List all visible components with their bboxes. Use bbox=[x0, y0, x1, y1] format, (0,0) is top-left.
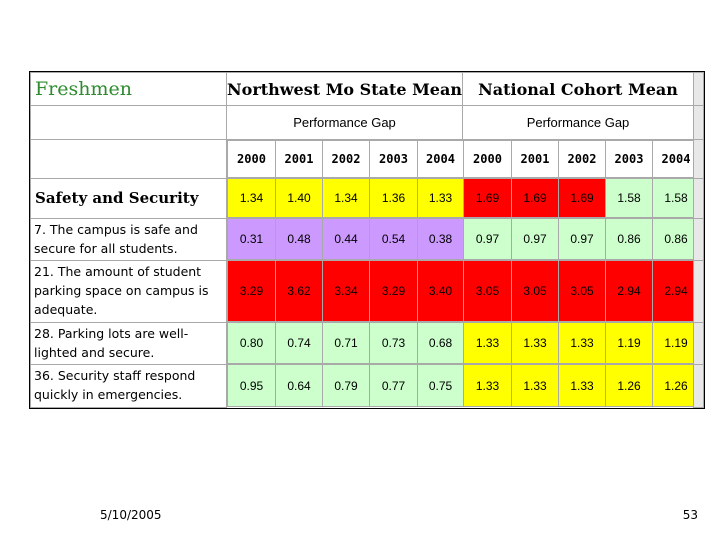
value-cell: 0.79 bbox=[322, 364, 370, 407]
value-cell: 1.33 bbox=[463, 364, 512, 407]
value-cell: 1.69 bbox=[511, 178, 559, 218]
value-cell: 0.48 bbox=[275, 218, 323, 260]
value-cell: 1.33 bbox=[558, 364, 606, 407]
right-padding bbox=[693, 363, 704, 408]
value-cell: 0.77 bbox=[369, 364, 418, 407]
value-cell: 2.94 bbox=[652, 260, 694, 322]
value-cell: 1.58 bbox=[605, 178, 653, 218]
item-label: 36. Security staff respond quickly in em… bbox=[30, 363, 227, 408]
value-cell: 0.44 bbox=[322, 218, 370, 260]
value-cell: 3.29 bbox=[369, 260, 418, 322]
empty-label-cell bbox=[30, 139, 227, 179]
value-cell: 1.33 bbox=[558, 322, 606, 364]
header-row-gap: Performance Gap Performance Gap bbox=[30, 105, 704, 140]
right-padding bbox=[693, 72, 704, 106]
year-header: 2001 bbox=[275, 140, 323, 178]
value-cell: 0.97 bbox=[463, 218, 512, 260]
year-header: 2004 bbox=[417, 140, 464, 178]
right-padding bbox=[693, 105, 704, 140]
value-cell: 1.69 bbox=[558, 178, 606, 218]
value-cell: 0.86 bbox=[652, 218, 694, 260]
value-cell: 1.19 bbox=[605, 322, 653, 364]
value-cell: 1.58 bbox=[652, 178, 694, 218]
year-header: 2004 bbox=[652, 140, 694, 178]
value-cell: 0.95 bbox=[227, 364, 276, 407]
value-cell: 1.33 bbox=[511, 322, 559, 364]
year-header: 2002 bbox=[322, 140, 370, 178]
value-cell: 1.40 bbox=[275, 178, 323, 218]
value-cell: 0.74 bbox=[275, 322, 323, 364]
value-cell: 1.34 bbox=[322, 178, 370, 218]
value-cell: 0.75 bbox=[417, 364, 464, 407]
year-header: 2003 bbox=[605, 140, 653, 178]
group-header-national: National Cohort Mean bbox=[462, 72, 694, 106]
year-header: 2002 bbox=[558, 140, 606, 178]
value-cell: 0.86 bbox=[605, 218, 653, 260]
item-label: 7. The campus is safe and secure for all… bbox=[30, 217, 227, 261]
right-padding bbox=[693, 217, 704, 261]
value-cell: 3.40 bbox=[417, 260, 464, 322]
table-row: 21. The amount of student parking space … bbox=[30, 259, 704, 323]
value-cell: 0.97 bbox=[558, 218, 606, 260]
value-cell: 0.31 bbox=[227, 218, 276, 260]
gap-label-northwest: Performance Gap bbox=[226, 105, 463, 140]
value-cell: 3.34 bbox=[322, 260, 370, 322]
year-header: 2000 bbox=[227, 140, 276, 178]
performance-gap-table: Freshmen Northwest Mo State Mean Nationa… bbox=[29, 71, 705, 409]
value-cell: 1.34 bbox=[227, 178, 276, 218]
table-row: Safety and Security 1.34 1.40 1.34 1.36 1.33 1… bbox=[30, 177, 704, 219]
value-cell: 0.71 bbox=[322, 322, 370, 364]
value-cell: 1.19 bbox=[652, 322, 694, 364]
header-row-groups: Freshmen Northwest Mo State Mean Nationa… bbox=[30, 72, 704, 106]
value-cell: 1.26 bbox=[652, 364, 694, 407]
value-cell: 3.05 bbox=[511, 260, 559, 322]
right-padding bbox=[693, 139, 704, 179]
value-cell: 0.80 bbox=[227, 322, 276, 364]
group-header-northwest: Northwest Mo State Mean bbox=[226, 72, 463, 106]
value-cell: 0.97 bbox=[511, 218, 559, 260]
table-row: 28. Parking lots are well-lighted and se… bbox=[30, 321, 704, 365]
right-padding bbox=[693, 321, 704, 365]
value-cell: 0.73 bbox=[369, 322, 418, 364]
value-cell: 0.54 bbox=[369, 218, 418, 260]
value-cell: 1.36 bbox=[369, 178, 418, 218]
value-cell: 1.33 bbox=[511, 364, 559, 407]
value-cell: 1.33 bbox=[463, 322, 512, 364]
footer-page-number: 53 bbox=[682, 508, 698, 522]
value-cell: 1.26 bbox=[605, 364, 653, 407]
value-cell: 0.68 bbox=[417, 322, 464, 364]
table-row: 7. The campus is safe and secure for all… bbox=[30, 217, 704, 261]
value-cell: 2.94 bbox=[605, 260, 653, 322]
value-cell: 0.38 bbox=[417, 218, 464, 260]
header-row-years: 2000 2001 2002 2003 2004 2000 2001 2002 2003 2004 bbox=[30, 139, 704, 179]
empty-label-cell bbox=[30, 105, 227, 140]
right-padding bbox=[693, 177, 704, 219]
value-cell: 0.64 bbox=[275, 364, 323, 407]
value-cell: 3.62 bbox=[275, 260, 323, 322]
year-header: 2001 bbox=[511, 140, 559, 178]
item-label: 21. The amount of student parking space … bbox=[30, 259, 227, 323]
year-header: 2000 bbox=[463, 140, 512, 178]
table-title: Freshmen bbox=[30, 72, 227, 106]
gap-label-national: Performance Gap bbox=[462, 105, 694, 140]
value-cell: 3.05 bbox=[463, 260, 512, 322]
value-cell: 1.69 bbox=[463, 178, 512, 218]
item-label: 28. Parking lots are well-lighted and se… bbox=[30, 321, 227, 365]
right-padding bbox=[693, 259, 704, 323]
value-cell: 3.29 bbox=[227, 260, 276, 322]
section-label: Safety and Security bbox=[30, 177, 227, 219]
value-cell: 3.05 bbox=[558, 260, 606, 322]
footer-date: 5/10/2005 bbox=[100, 508, 162, 522]
table-row: 36. Security staff respond quickly in em… bbox=[30, 363, 704, 408]
value-cell: 1.33 bbox=[417, 178, 464, 218]
year-header: 2003 bbox=[369, 140, 418, 178]
